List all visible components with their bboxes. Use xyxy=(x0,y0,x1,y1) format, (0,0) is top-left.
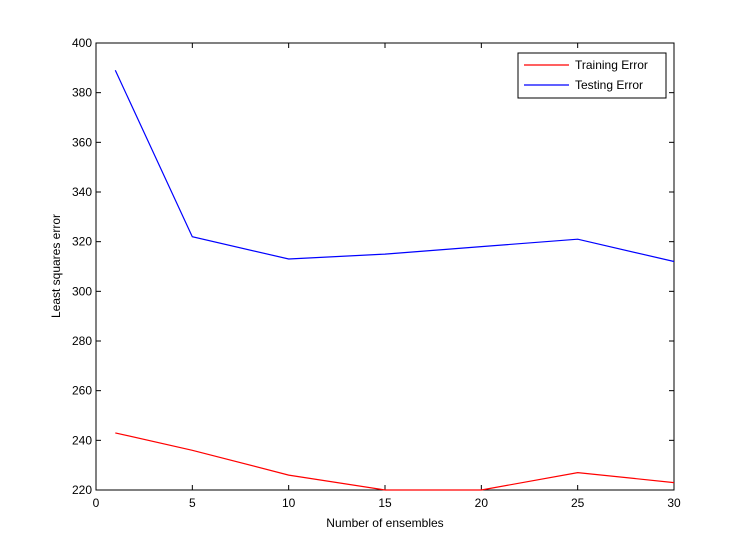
x-tick-label: 25 xyxy=(571,496,585,510)
y-tick-label: 300 xyxy=(72,284,92,298)
x-tick-labels: 0 5 10 15 20 25 30 xyxy=(93,496,681,510)
y-tick-label: 220 xyxy=(72,483,92,497)
y-axis-label: Least squares error xyxy=(49,214,63,318)
legend-label-training: Training Error xyxy=(575,58,648,72)
series-line-testing-error xyxy=(114,70,675,263)
y-tick-label: 320 xyxy=(72,235,92,249)
x-tick-label: 10 xyxy=(282,496,296,510)
y-tick-label: 340 xyxy=(72,185,92,199)
y-tick-labels: 220 240 260 280 300 320 340 360 380 400 xyxy=(72,36,92,497)
plot-area xyxy=(95,42,675,491)
y-tick-label: 280 xyxy=(72,334,92,348)
legend-label-testing: Testing Error xyxy=(575,78,643,92)
legend: Training Error Testing Error xyxy=(517,52,667,99)
x-axis-label: Number of ensembles xyxy=(326,516,443,530)
legend-box xyxy=(517,52,667,99)
x-tick-label: 30 xyxy=(667,496,681,510)
y-tick-label: 240 xyxy=(72,433,92,447)
x-tick-label: 5 xyxy=(189,496,196,510)
x-tick-label: 0 xyxy=(93,496,100,510)
series-lines xyxy=(114,70,675,491)
x-tick-label: 15 xyxy=(378,496,392,510)
x-tick-label: 20 xyxy=(475,496,489,510)
y-tick-label: 260 xyxy=(72,384,92,398)
y-tick-label: 380 xyxy=(72,86,92,100)
series-line-training-error xyxy=(115,432,675,491)
y-tick-label: 360 xyxy=(72,135,92,149)
axis-ticks xyxy=(95,42,675,491)
y-tick-label: 400 xyxy=(72,36,92,50)
